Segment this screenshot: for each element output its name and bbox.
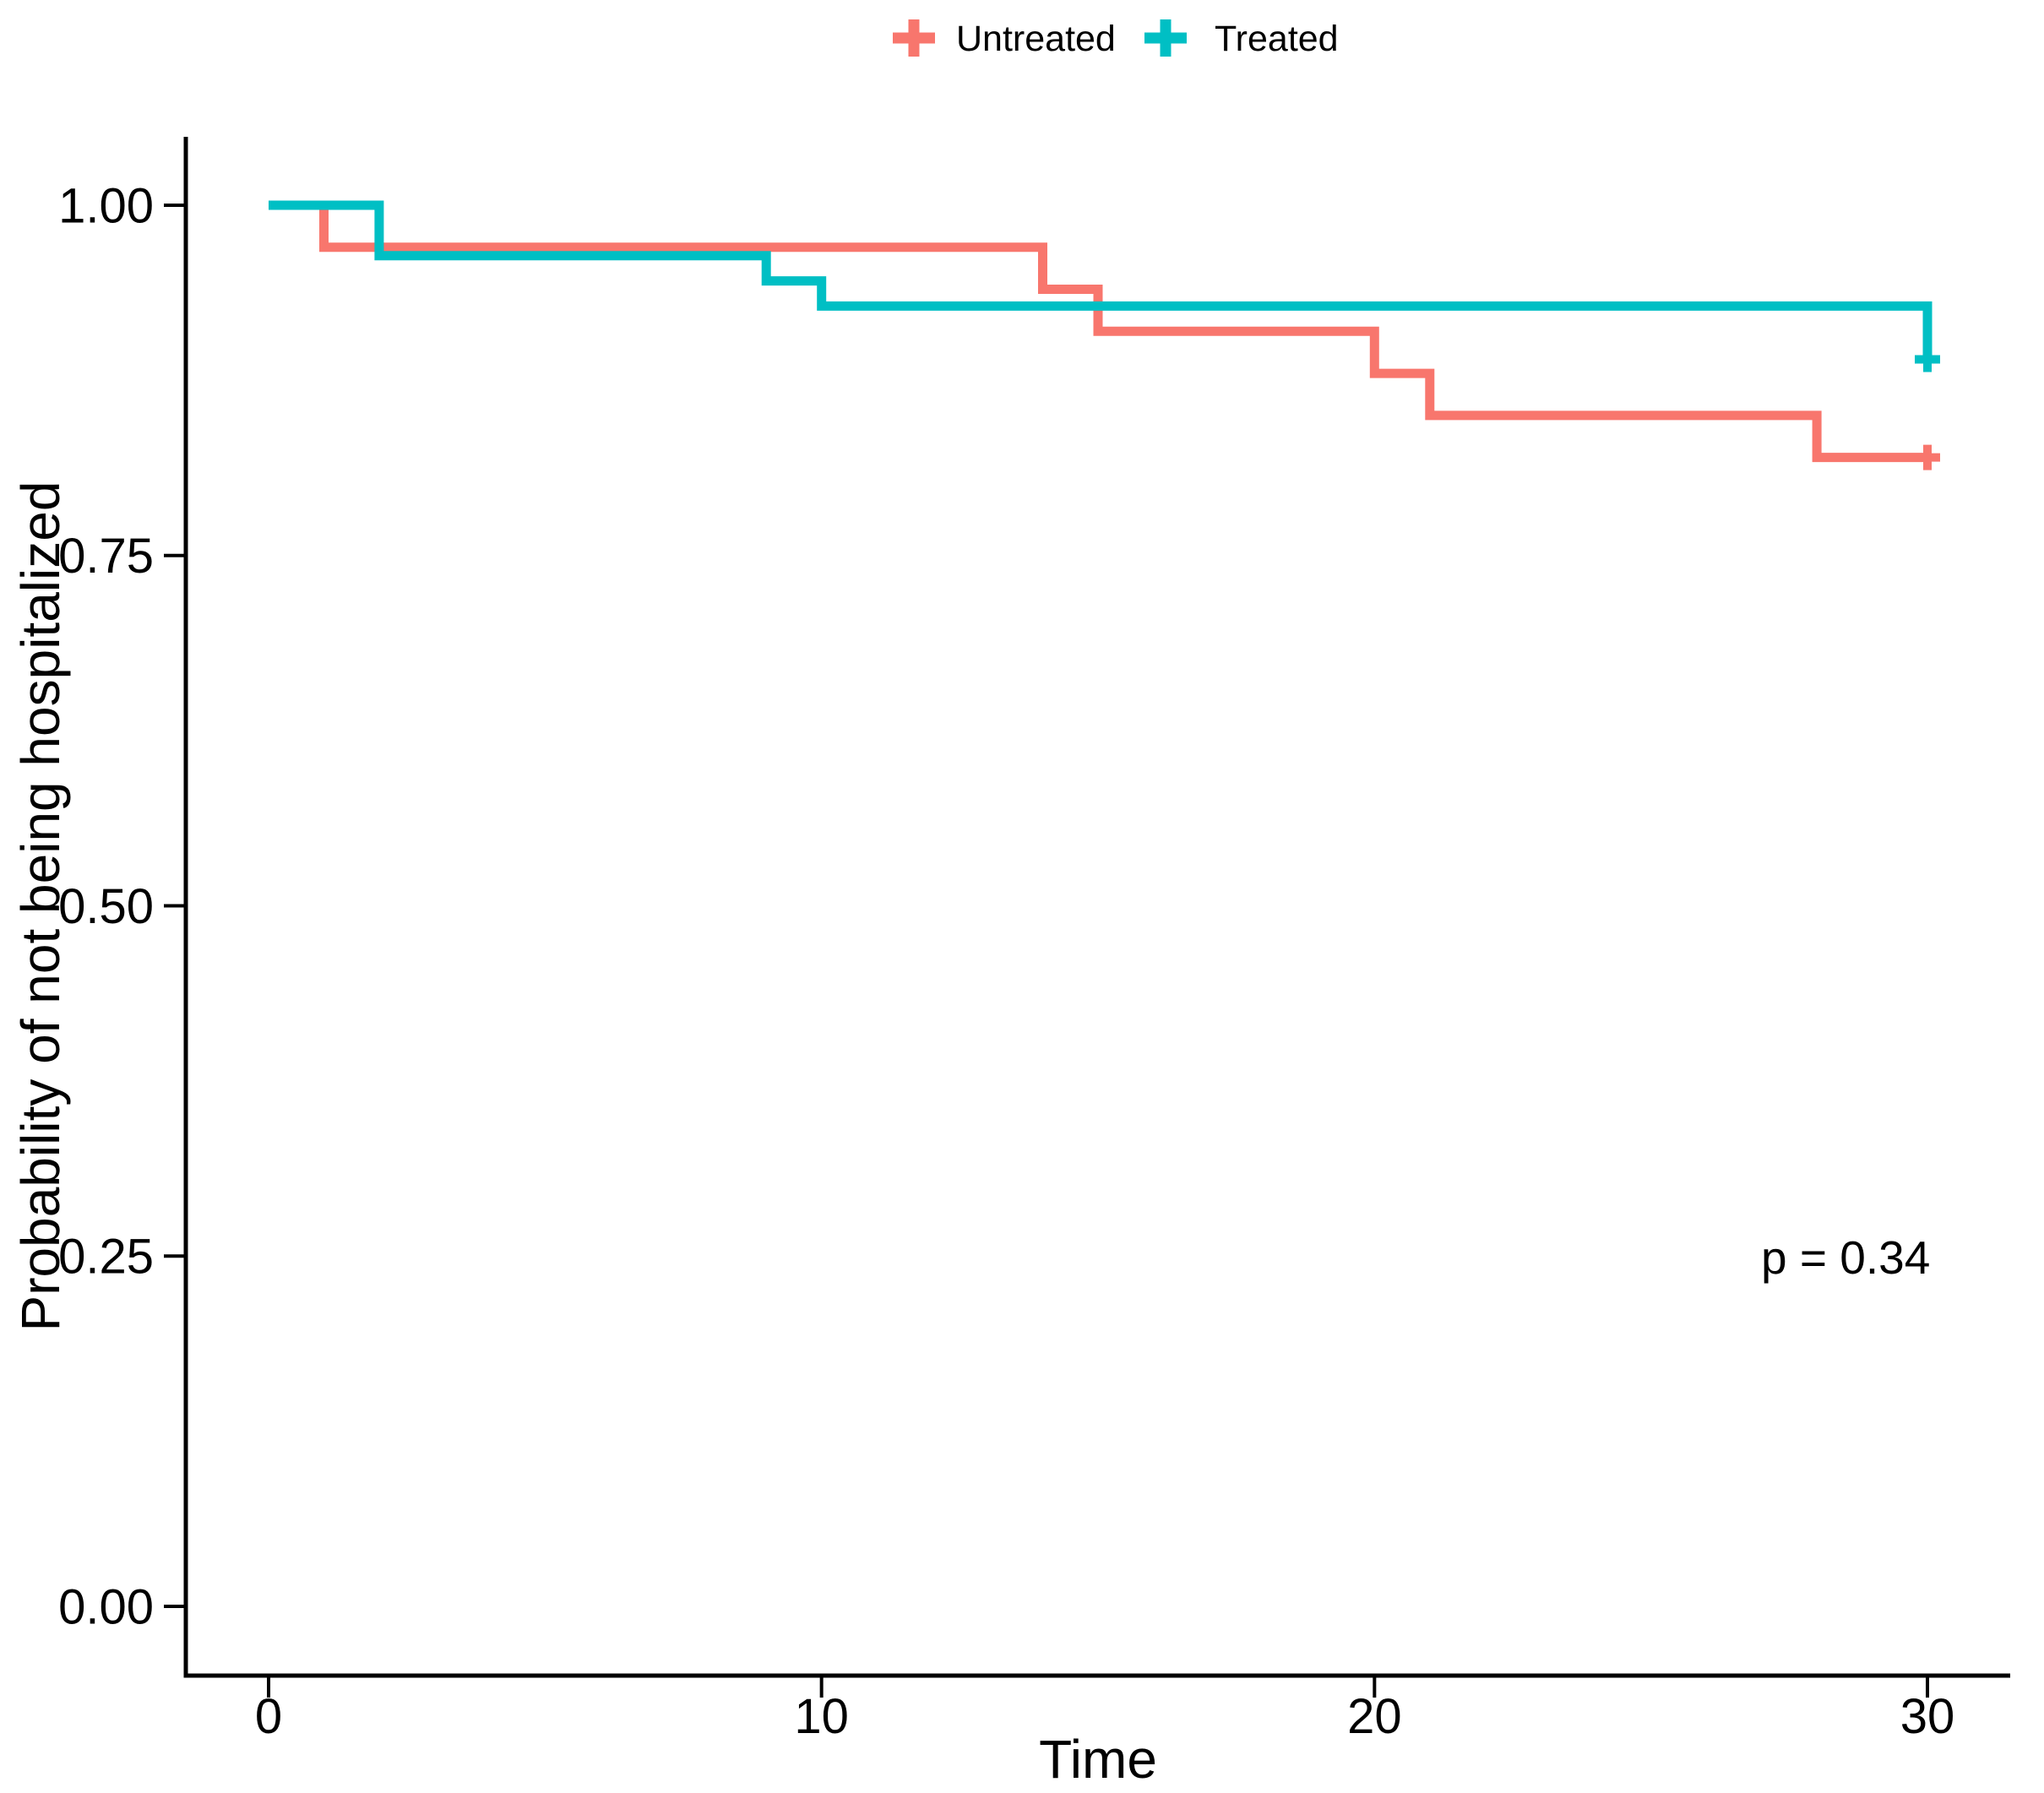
y-tick-label: 0.50	[58, 879, 154, 934]
censor-plus-icon-untreated	[1915, 444, 1940, 470]
p-value-label: p = 0.34	[1761, 1231, 1930, 1284]
y-tick-label: 0.75	[58, 529, 154, 584]
censor-plus-icon-treated	[1915, 346, 1940, 372]
x-tick-label: 0	[255, 1689, 282, 1744]
censor-marks-layer	[1915, 346, 1940, 470]
x-tick-label: 30	[1900, 1689, 1955, 1744]
axes-layer	[183, 137, 2010, 1678]
y-tick-label: 0.00	[58, 1579, 154, 1634]
km-curve-treated	[269, 200, 1933, 360]
legend: Untreated Treated	[893, 19, 1339, 59]
y-tick-label: 1.00	[58, 178, 154, 233]
y-axis-title: Probability of not being hospitalized	[10, 481, 71, 1332]
curves-layer	[269, 200, 1933, 463]
legend-label-treated: Treated	[1215, 19, 1339, 59]
x-tick-label: 20	[1347, 1689, 1402, 1744]
treated-plus-icon	[1144, 19, 1187, 57]
ticks-layer: 0.00 0.25 0.50 0.75 1.00 0 10 20 30	[58, 178, 1954, 1744]
legend-label-untreated: Untreated	[956, 19, 1116, 59]
x-axis-title: Time	[1039, 1729, 1157, 1790]
untreated-plus-icon	[893, 19, 935, 57]
x-tick-label: 10	[794, 1689, 849, 1744]
km-curve-untreated	[269, 200, 1927, 463]
y-tick-label: 0.25	[58, 1230, 154, 1285]
